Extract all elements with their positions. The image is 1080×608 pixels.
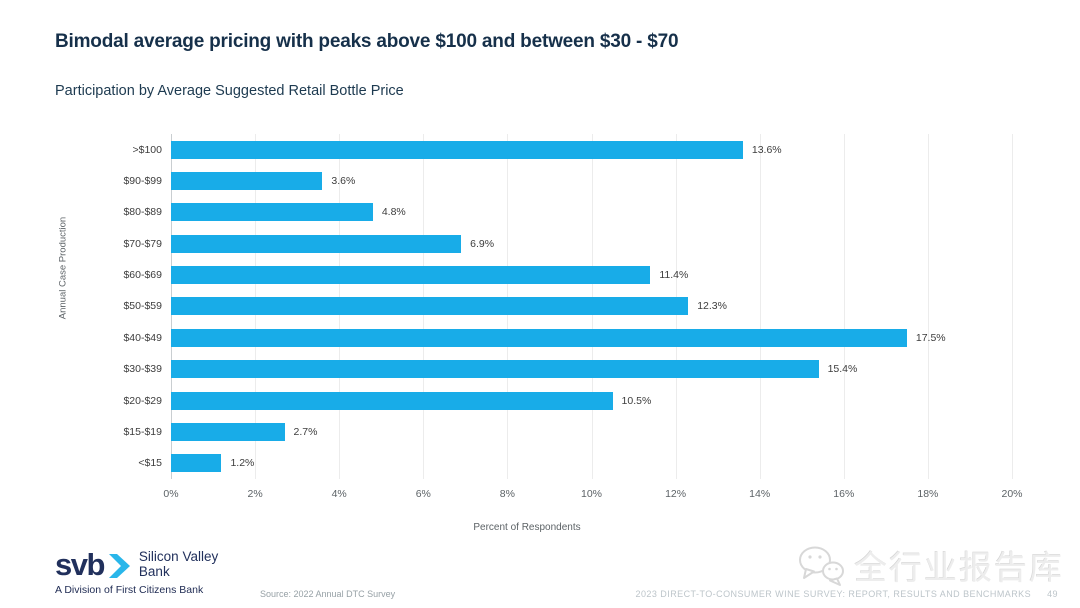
bank-name-line2: Bank	[138, 563, 170, 579]
svb-chevron-icon	[108, 553, 130, 578]
bank-name-line1: Silicon Valley	[138, 548, 219, 564]
chart-subtitle: Participation by Average Suggested Retai…	[55, 83, 404, 99]
gridline	[843, 134, 845, 479]
wechat-icon	[799, 546, 844, 586]
source-note: Source: 2022 Annual DTC Survey	[260, 589, 396, 599]
x-tick-label: 4%	[331, 488, 347, 500]
bar-row: $70-$79 6.9%	[123, 228, 1012, 259]
x-tick-label: 14%	[749, 488, 771, 500]
svb-wordmark: svb	[55, 547, 105, 582]
category-label: $30-$39	[123, 363, 162, 376]
x-tick-label: 12%	[665, 488, 687, 500]
page-title: Bimodal average pricing with peaks above…	[55, 31, 679, 52]
value-label: 1.2%	[230, 457, 255, 470]
value-label: 2.7%	[293, 425, 318, 438]
svb-logo: svb Silicon Valley Bank A Division of Fi…	[55, 549, 218, 596]
bar	[171, 328, 907, 347]
gridline	[759, 134, 761, 479]
report-title: 2023 DIRECT-TO-CONSUMER WINE SURVEY: REP…	[635, 589, 1032, 599]
value-label: 10.5%	[621, 394, 652, 407]
bar-row: $20-$29 10.5%	[123, 385, 1012, 416]
report-footer: 2023 DIRECT-TO-CONSUMER WINE SURVEY: REP…	[636, 589, 1058, 599]
gridline	[1012, 134, 1013, 479]
page-number: 49	[1047, 589, 1058, 599]
bar	[171, 172, 323, 191]
category-label: <$15	[138, 457, 162, 470]
value-label: 3.6%	[331, 175, 356, 188]
bar-row: $80-$89 4.8%	[123, 197, 1012, 228]
bar-row: $30-$39 15.4%	[123, 354, 1012, 385]
x-axis-title: Percent of Respondents	[473, 522, 581, 533]
value-label: 11.4%	[659, 269, 689, 282]
bar	[171, 391, 613, 410]
bar	[171, 422, 285, 441]
plot-area: 0% 2% 4% 6% 8% 10% 12% 14% 16% 18% 20% >$100 13.6% $9…	[123, 134, 1023, 500]
bar	[171, 360, 819, 379]
y-axis-title: Annual Case Production	[57, 216, 69, 320]
x-tick-label: 16%	[833, 488, 855, 500]
bar	[171, 297, 689, 316]
bar	[171, 454, 222, 473]
x-tick-label: 18%	[917, 488, 939, 500]
value-label: 12.3%	[697, 300, 727, 313]
bank-name: Silicon Valley Bank	[138, 548, 219, 580]
x-tick-label: 2%	[247, 488, 263, 500]
bar-row: $40-$49 17.5%	[123, 322, 1012, 353]
x-tick-label: 10%	[580, 488, 603, 500]
bar	[171, 266, 651, 285]
value-label: 6.9%	[470, 237, 495, 250]
bar	[171, 203, 373, 222]
value-label: 17.5%	[915, 331, 946, 344]
value-label: 15.4%	[827, 363, 858, 376]
value-label: 4.8%	[381, 206, 406, 219]
x-tick-label: 0%	[163, 488, 179, 500]
gridline	[927, 134, 929, 479]
category-label: $20-$29	[123, 394, 162, 407]
bar-row: <$15 1.2%	[138, 448, 1012, 479]
category-label: $90-$99	[123, 175, 162, 188]
watermark: 全行业报告库	[796, 541, 1064, 589]
category-label: $15-$19	[123, 425, 162, 438]
value-label: 13.6%	[751, 143, 782, 156]
category-label: $50-$59	[123, 300, 162, 313]
watermark-text: 全行业报告库	[854, 549, 1064, 586]
bar-row: $90-$99 3.6%	[123, 165, 1012, 196]
category-label: $80-$89	[123, 206, 162, 219]
bar-row: >$100 13.6%	[133, 134, 1012, 165]
category-label: >$100	[132, 143, 163, 156]
category-label: $40-$49	[123, 331, 162, 344]
x-tick-label: 20%	[1001, 488, 1023, 500]
division-tagline: A Division of First Citizens Bank	[55, 584, 204, 596]
bar-row: $50-$59 12.3%	[123, 291, 1012, 322]
bar-row: $60-$69 11.4%	[123, 259, 1012, 290]
category-label: $60-$69	[123, 269, 162, 282]
bar	[171, 234, 462, 253]
bar	[171, 140, 743, 159]
x-tick-label: 6%	[415, 488, 431, 500]
category-label: $70-$79	[123, 237, 162, 250]
bar-row: $15-$19 2.7%	[123, 416, 1012, 447]
x-tick-label: 8%	[499, 488, 515, 500]
